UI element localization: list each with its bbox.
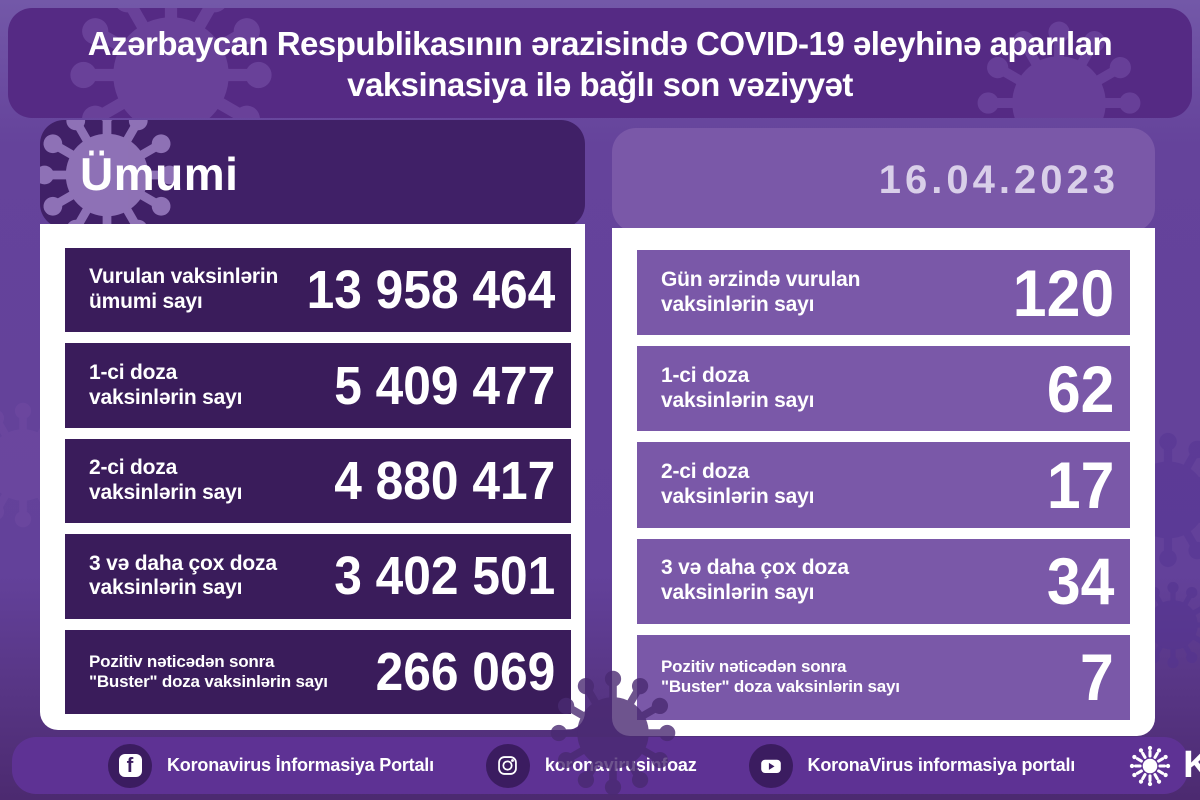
stat-label: 2-ci doza vaksinlərin sayı <box>89 456 243 505</box>
instagram-link[interactable]: koronavirusinfoaz <box>485 743 697 788</box>
page-title: Azərbaycan Respublikasının ərazisində CO… <box>8 8 1192 105</box>
stat-value: 34 <box>1046 544 1114 619</box>
daily-panel-body: Gün ərzində vurulan vaksinlərin sayı 120… <box>612 228 1155 736</box>
totals-panel-header: Ümumi <box>40 120 585 228</box>
stat-value: 266 069 <box>375 641 555 702</box>
brand-name: KoronaVirus <box>1183 744 1200 786</box>
instagram-label: koronavirusinfoaz <box>544 755 697 775</box>
stat-value: 120 <box>1012 255 1114 330</box>
stat-value: 62 <box>1046 351 1114 426</box>
facebook-f-glyph: f <box>118 754 142 777</box>
facebook-link[interactable]: f Koronavirus İnformasiya Portalı <box>108 743 434 788</box>
footer-band: f Koronavirus İnformasiya Portalı korona… <box>12 737 1200 794</box>
instagram-icon <box>485 743 530 788</box>
stat-row-dose2-daily: 2-ci doza vaksinlərin sayı 17 <box>637 442 1130 528</box>
stat-label: Gün ərzində vurulan vaksinlərin sayı <box>661 267 861 316</box>
stat-row-booster-total: Pozitiv nəticədən sonra "Buster" doza va… <box>65 629 571 715</box>
daily-panel-header: 16.04.2023 <box>612 128 1155 232</box>
stat-label: 3 və daha çox doza vaksinlərin sayı <box>661 556 849 605</box>
youtube-icon <box>748 743 793 788</box>
stat-value: 3 402 501 <box>333 546 555 607</box>
stat-label: Pozitiv nəticədən sonra "Buster" doza va… <box>661 657 900 697</box>
totals-panel-body: Vurulan vaksinlərin ümumi sayı 13 958 46… <box>40 224 585 730</box>
koronavirus-logo-icon <box>1129 745 1171 786</box>
facebook-icon: f <box>108 743 152 788</box>
page-title-line2: vaksinasiya ilə bağlı son vəziyyət <box>347 66 853 103</box>
stat-label: Vurulan vaksinlərin ümumi sayı <box>89 265 279 314</box>
daily-panel: 16.04.2023 Gün ərzində vurulan vaksinlər… <box>612 128 1155 736</box>
koronavirus-info-logo[interactable]: KoronaVirus info <box>1127 743 1200 789</box>
stat-value: 17 <box>1046 448 1114 522</box>
instagram-glyph <box>498 756 518 775</box>
stat-row-total-vaccines: Vurulan vaksinlərin ümumi sayı 13 958 46… <box>65 248 571 333</box>
page-title-line1: Azərbaycan Respublikasının ərazisində CO… <box>87 25 1113 62</box>
stat-value: 5 409 477 <box>333 355 555 416</box>
youtube-link[interactable]: KoronaVirus informasiya portalı <box>748 743 1076 788</box>
report-date: 16.04.2023 <box>878 157 1119 202</box>
stat-value: 13 958 464 <box>306 260 555 321</box>
stat-row-dose3plus-total: 3 və daha çox doza vaksinlərin sayı 3 40… <box>65 534 571 619</box>
youtube-glyph <box>760 759 781 773</box>
stat-row-booster-daily: Pozitiv nəticədən sonra "Buster" doza va… <box>637 634 1130 721</box>
stat-label: 3 və daha çox doza vaksinlərin sayı <box>89 551 277 600</box>
stat-row-dose3plus-daily: 3 və daha çox doza vaksinlərin sayı 34 <box>637 538 1130 624</box>
stat-value: 7 <box>1080 640 1114 715</box>
stat-row-dose2-total: 2-ci doza vaksinlərin sayı 4 880 417 <box>65 438 571 524</box>
stat-label: 2-ci doza vaksinlərin sayı <box>661 460 815 508</box>
stat-label: 1-ci doza vaksinlərin sayı <box>661 364 815 412</box>
stat-value: 4 880 417 <box>333 451 555 512</box>
stat-row-dose1-daily: 1-ci doza vaksinlərin sayı 62 <box>637 346 1130 432</box>
header-band: Azərbaycan Respublikasının ərazisində CO… <box>8 8 1192 118</box>
totals-panel-title: Ümumi <box>80 148 239 200</box>
stat-row-daily-vaccines: Gün ərzində vurulan vaksinlərin sayı 120 <box>637 250 1130 336</box>
youtube-label: KoronaVirus informasiya portalı <box>807 755 1076 775</box>
stat-label: Pozitiv nəticədən sonra "Buster" doza va… <box>89 651 328 691</box>
facebook-label: Koronavirus İnformasiya Portalı <box>167 755 434 775</box>
stat-row-dose1-total: 1-ci doza vaksinlərin sayı 5 409 477 <box>65 343 571 428</box>
stat-label: 1-ci doza vaksinlərin sayı <box>89 360 243 409</box>
totals-panel: Ümumi Vurulan vaksinlərin ümumi sayı 13 … <box>40 120 585 730</box>
